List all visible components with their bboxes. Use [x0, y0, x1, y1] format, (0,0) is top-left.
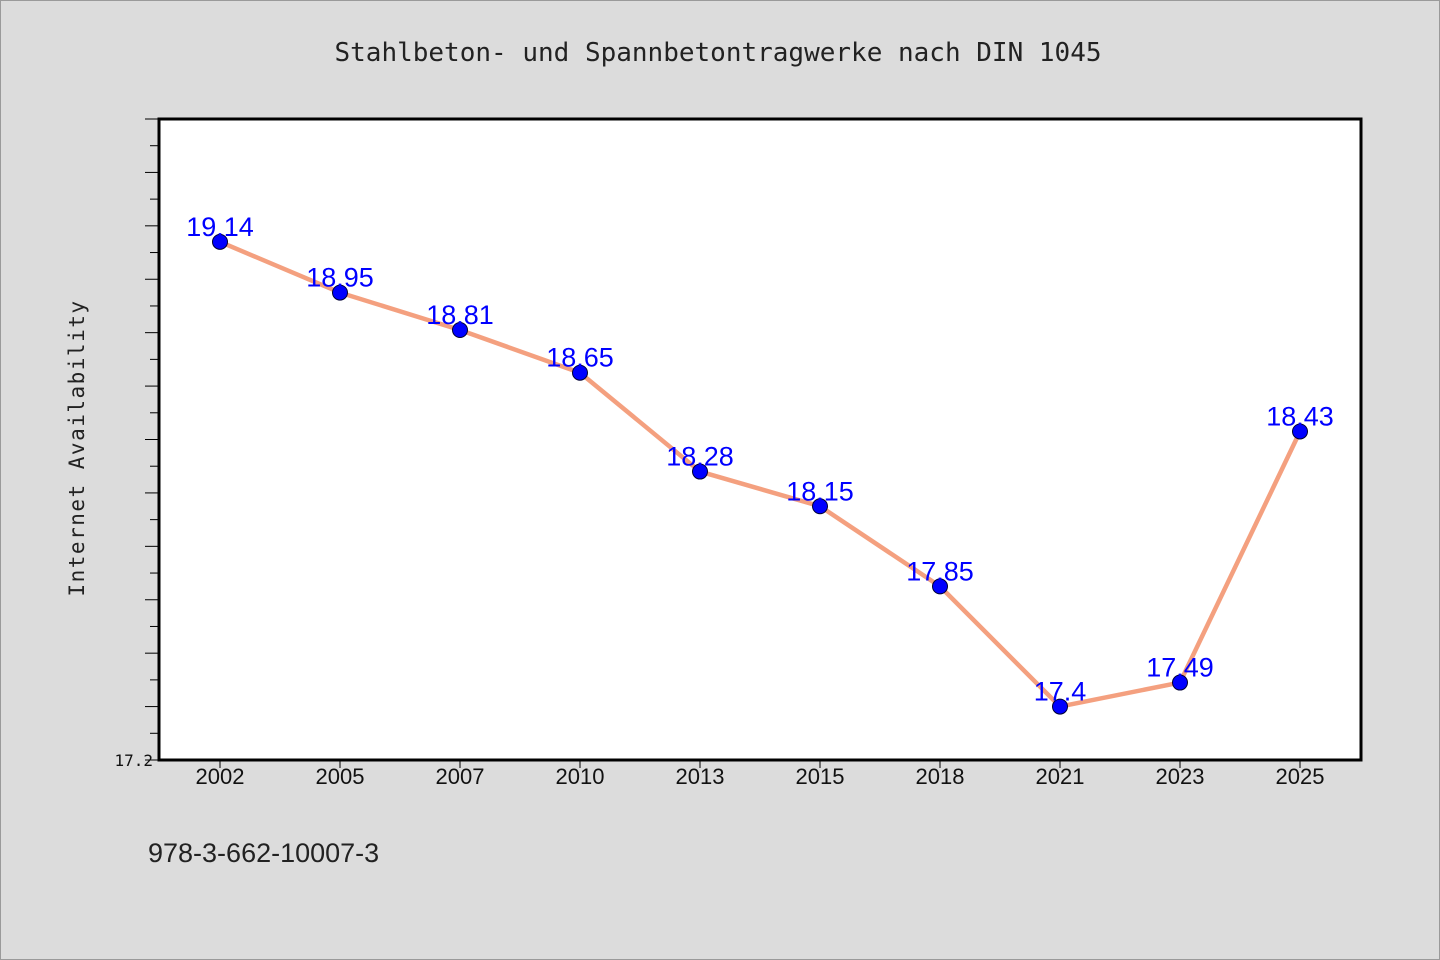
plot-area — [157, 117, 1363, 762]
y-axis-tick-labels: 17.2 — [114, 751, 153, 770]
x-tick-label: 2007 — [436, 764, 485, 789]
x-axis-tick-labels: 2002 2005 2007 2010 2013 2015 2018 2021 2023 2025 — [196, 764, 1325, 789]
data-point — [692, 463, 708, 480]
data-point — [932, 578, 948, 595]
data-labels: 19.14 18.95 18.81 18.65 18.28 18.15 17.85 17.4 1… — [186, 212, 1334, 707]
x-tick-label: 2018 — [916, 764, 965, 789]
data-point — [812, 498, 828, 515]
data-point — [1052, 698, 1068, 715]
y-axis-label: Internet Availability — [65, 299, 89, 596]
data-label: 17.4 — [1034, 677, 1087, 707]
data-point — [212, 233, 228, 250]
series-line — [217, 239, 1303, 709]
data-label: 18.65 — [546, 343, 614, 373]
data-point — [332, 284, 348, 301]
series-line-group — [217, 239, 1303, 709]
x-tick-label: 2015 — [796, 764, 845, 789]
x-tick-label: 2013 — [676, 764, 725, 789]
data-label: 18.28 — [666, 442, 734, 472]
chart-title: Stahlbeton- und Spannbetontragwerke nach… — [334, 38, 1101, 68]
data-label: 17.49 — [1146, 653, 1214, 683]
data-label: 18.81 — [426, 300, 494, 330]
y-axis-ticks — [145, 118, 159, 761]
x-tick-label: 2023 — [1156, 764, 1205, 789]
data-label: 18.95 — [306, 263, 374, 293]
data-point — [1172, 674, 1188, 691]
data-point — [572, 364, 588, 381]
data-label: 18.15 — [786, 476, 854, 506]
x-axis-ticks — [219, 760, 1301, 768]
x-tick-label: 2021 — [1036, 764, 1085, 789]
data-point — [452, 321, 468, 338]
x-tick-label: 2005 — [316, 764, 365, 789]
data-point — [1292, 423, 1308, 440]
data-label: 19.14 — [186, 212, 254, 242]
data-label: 17.85 — [906, 556, 974, 586]
isbn-label: 978-3-662-10007-3 — [148, 838, 379, 868]
y-tick-label: 17.2 — [114, 751, 153, 770]
x-tick-label: 2010 — [556, 764, 605, 789]
x-tick-label: 2002 — [196, 764, 245, 789]
data-label: 18.43 — [1266, 401, 1334, 431]
x-tick-label: 2025 — [1276, 764, 1325, 789]
series-markers — [212, 233, 1308, 715]
